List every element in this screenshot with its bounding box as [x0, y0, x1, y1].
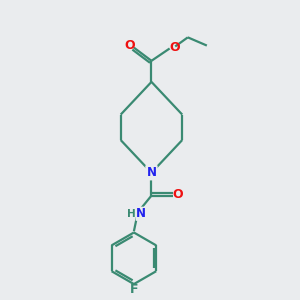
- Text: O: O: [169, 41, 180, 54]
- Text: F: F: [130, 283, 138, 296]
- Text: H: H: [127, 209, 135, 219]
- Text: N: N: [146, 166, 157, 179]
- Text: O: O: [172, 188, 183, 201]
- Text: O: O: [124, 39, 134, 52]
- Text: N: N: [136, 207, 146, 220]
